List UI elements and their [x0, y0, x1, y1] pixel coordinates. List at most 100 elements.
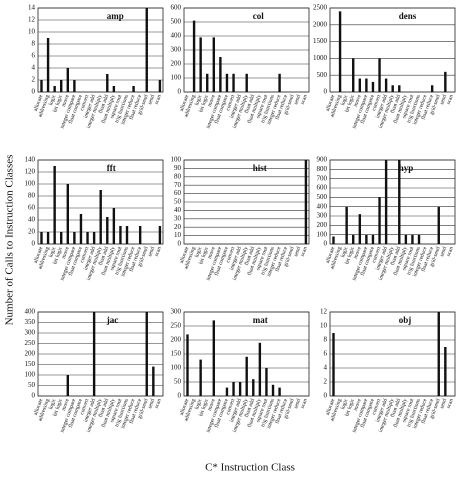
x-tick-label: convert: [371, 246, 382, 264]
bar: [66, 68, 70, 92]
bar: [252, 379, 255, 396]
x-tick-label: scan: [300, 398, 309, 409]
bar: [112, 208, 116, 244]
bar: [278, 73, 281, 92]
bar: [199, 359, 202, 396]
x-tick-label: send: [147, 398, 156, 410]
x-tick-label: scan: [154, 246, 163, 257]
x-tick-label: move: [353, 94, 363, 108]
x-tick-label: move: [207, 246, 217, 260]
y-tick-label: 140: [25, 156, 36, 164]
x-tick-label: send: [293, 246, 302, 258]
bar: [40, 232, 43, 244]
y-tick-label: 1500: [313, 37, 328, 45]
x-tick-label: logic: [340, 246, 350, 259]
bar: [358, 78, 362, 92]
x-tick-label: convert: [371, 398, 382, 416]
bar: [212, 37, 216, 92]
y-tick-label: 1000: [313, 54, 328, 62]
x-tick-label: convert: [371, 94, 382, 112]
x-tick-label: scan: [154, 94, 163, 105]
bar: [352, 234, 355, 244]
y-tick-label: 0: [32, 88, 36, 96]
x-tick-label: logic: [194, 246, 204, 259]
bar: [99, 190, 102, 244]
x-tick-label: logic: [340, 398, 350, 411]
bar: [46, 38, 50, 92]
y-tick-label: 200: [171, 60, 182, 68]
y-tick-label: 8: [324, 336, 328, 344]
bar: [238, 382, 242, 396]
x-tick-label: convert: [79, 398, 90, 416]
y-tick-label: 150: [171, 350, 182, 358]
plot-frame: [329, 7, 456, 93]
x-tick-label: convert: [225, 94, 236, 112]
panel-title: fft: [107, 163, 116, 173]
y-tick-label: 400: [25, 308, 36, 316]
bar: [60, 80, 63, 92]
y-tick-label: 6: [32, 52, 36, 60]
x-tick-label: send: [293, 94, 302, 106]
bar: [378, 58, 381, 92]
y-tick-label: 60: [174, 189, 182, 197]
bar: [332, 333, 335, 396]
bar: [132, 86, 135, 92]
y-tick-label: 4: [32, 64, 36, 72]
y-tick-label: 250: [25, 339, 36, 347]
y-tick-label: 0: [32, 392, 36, 400]
x-tick-label: convert: [79, 246, 90, 264]
bar: [245, 356, 248, 396]
bar: [398, 85, 401, 92]
bar: [73, 232, 76, 244]
y-tick-label: 800: [317, 165, 328, 173]
bar: [352, 58, 355, 92]
x-tick-label: logic: [194, 398, 204, 411]
bar: [119, 226, 122, 244]
x-tick-label: convert: [225, 398, 236, 416]
bar: [365, 234, 368, 244]
x-tick-label: move: [353, 398, 363, 412]
x-tick-label: logic: [48, 246, 58, 259]
x-tick-label: convert: [225, 246, 236, 264]
x-tick-label: move: [207, 94, 217, 108]
x-tick-label: scan: [446, 94, 455, 105]
panel-title: dens: [399, 11, 417, 21]
y-tick-label: 0: [178, 88, 182, 96]
y-tick-label: 300: [171, 308, 182, 316]
x-tick-label: allocate: [179, 94, 191, 113]
y-tick-label: 8: [32, 40, 36, 48]
y-tick-label: 10: [28, 28, 36, 36]
bar: [86, 232, 89, 244]
bar: [145, 8, 148, 92]
bar: [199, 37, 202, 92]
x-tick-label: allocate: [33, 94, 45, 113]
x-tick-label: scan: [154, 398, 163, 409]
y-tick-label: 100: [317, 230, 328, 238]
y-tick-label: 200: [317, 221, 328, 229]
x-tick-label: move: [61, 94, 71, 108]
plot-frame: [329, 159, 456, 245]
bar: [60, 232, 63, 244]
y-tick-label: 80: [174, 172, 182, 180]
y-tick-label: 80: [28, 192, 36, 200]
y-tick-label: 4: [324, 364, 328, 372]
x-tick-label: send: [439, 246, 448, 258]
y-tick-label: 2: [32, 76, 36, 84]
bar: [138, 226, 142, 244]
y-tick-label: 10: [320, 322, 328, 330]
x-tick-label: move: [207, 398, 217, 412]
x-tick-label: allocate: [325, 246, 337, 265]
x-tick-label: allocate: [179, 398, 191, 417]
y-tick-label: 100: [25, 371, 36, 379]
bar: [430, 85, 434, 92]
bar: [158, 80, 162, 92]
bar: [444, 71, 447, 92]
x-tick-label: send: [147, 246, 156, 258]
y-tick-label: 120: [25, 168, 36, 176]
y-tick-label: 300: [171, 46, 182, 54]
y-tick-label: 500: [317, 71, 328, 79]
panel-title: hyp: [399, 163, 414, 173]
bar: [79, 214, 83, 244]
y-tick-label: 50: [174, 198, 182, 206]
